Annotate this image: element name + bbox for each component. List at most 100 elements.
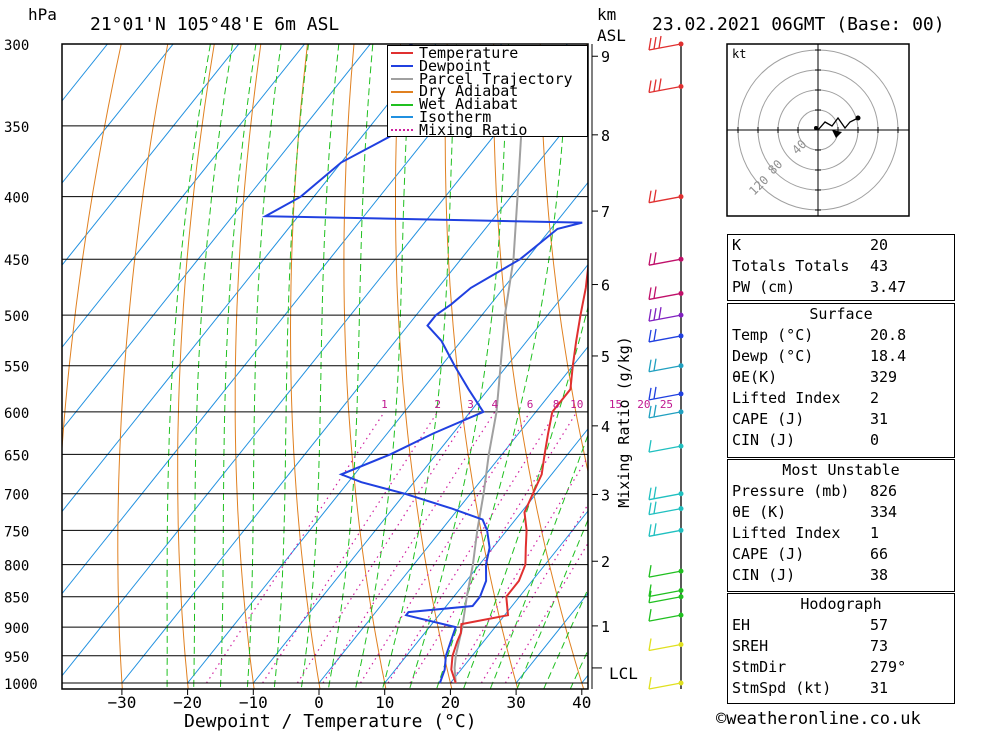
surface-value: 329 [870,368,898,386]
mixing-ratio-label: 1 [381,398,388,411]
hodograph-endpoint [855,115,861,121]
pressure-tick-label: 300 [4,38,29,54]
legend-swatch [391,77,413,80]
wet-adiabat-line [193,44,234,689]
mixing-ratio-line [322,411,496,684]
pressure-tick-label: 450 [4,253,29,269]
most-unstable-table: Most Unstable Pressure (mb) 826 θE (K) 334 L… [727,459,955,592]
wind-barb-flag [648,190,652,203]
hodograph-row: StmSpd (kt) 31 [728,678,954,699]
lcl-label: LCL [609,664,638,683]
hodograph-row: EH 57 [728,615,954,636]
wind-barb-flag [658,78,662,91]
pressure-tick-label: 700 [4,488,29,504]
wind-barb-flag [648,287,652,300]
wind-barb-flag [648,440,652,453]
surface-row: CAPE (J) 31 [728,409,954,430]
dry-adiabat-line [62,44,122,456]
isotherm-line [252,263,588,684]
hodograph-title: Hodograph [800,595,882,613]
wind-barb-flag [648,37,652,51]
most_unstable-label: θE (K) [732,503,787,521]
wind-barb-flag [648,309,652,322]
wind-barb-flag [653,79,657,92]
most_unstable-value: 66 [870,545,889,563]
isotherm-line [62,44,568,677]
wind-barb-flag [653,386,657,399]
km-tick-label: 8 [601,127,610,145]
temp-tick-label: 30 [506,693,525,712]
parcel-trajectory-line [453,61,523,684]
pressure-tick-label: 900 [4,621,29,637]
wet-adiabat-line [219,44,257,689]
legend-entry: Parcel Trajectory [388,71,587,86]
wind-barb-shaft [648,682,682,690]
mixing-ratio-line [359,411,531,684]
wind-barb-shaft [648,614,682,622]
most_unstable-row: CAPE (J) 66 [728,544,954,565]
temp-tick-label: 0 [314,693,324,712]
block1-label: PW (cm) [732,278,796,296]
legend-entry: Mixing Ratio [388,122,587,137]
wind-barb-flag [653,252,657,265]
wind-barb-flag [653,328,657,342]
footer-credit[interactable]: ©weatheronline.co.uk [716,709,921,729]
km-tick-label: 3 [601,486,610,504]
wind-barb-flag [648,638,652,651]
isotherm-line [62,44,240,266]
dry-adiabat-line [234,44,262,689]
dry-adiabat-line [177,44,215,689]
temp-tick-label: −30 [107,693,136,712]
block1-value: 3.47 [870,278,907,296]
legend-entry: Wet Adiabat [388,95,587,114]
pressure-tick-label: 600 [4,406,29,422]
hodograph-value: 57 [870,616,889,634]
wet-adiabat-line [381,44,458,689]
surface-value: 20.8 [870,326,907,344]
legend-label: Dry Adiabat [419,82,519,101]
mixing-ratio-label: 6 [527,398,534,411]
wind-barb-flag [648,502,652,515]
mixing-ratio-label: 8 [553,398,560,411]
legend-entry: Isotherm [388,107,587,126]
dry-adiabat-line [997,7,1000,709]
mixing-ratio-line [262,411,439,684]
legend-label: Wet Adiabat [419,95,519,114]
legend-label: Isotherm [419,107,492,126]
dry-adiabat-line [492,44,585,689]
wind-barb-flag [653,404,657,417]
temp-tick-label: 10 [375,693,394,712]
surface-value: 31 [870,410,889,428]
isotherm-line [318,345,588,684]
dry-adiabats [62,7,1000,709]
wet-adiabat-line [436,44,570,689]
hodograph-table: Hodograph EH 57 SREH 73 StmDir 279° StmSpd (kt… [727,593,955,704]
temp-tick-label: 40 [572,693,591,712]
wind-barbs [648,35,684,690]
legend-label: Dewpoint [419,56,492,75]
most_unstable-row: Pressure (mb) 826 [728,481,954,502]
wind-barb-flag [648,405,652,418]
pressure-tick-label: 1000 [4,677,38,693]
wind-barb-shaft [648,589,682,598]
dry-adiabat-line [444,44,519,689]
hodograph-row: SREH 73 [728,636,954,657]
wind-barb-flag [648,329,652,343]
surface-label: Dewp (°C) [732,347,814,365]
mixing-ratio-line [504,542,588,684]
hodograph-startpoint [814,126,818,130]
surface-title: Surface [809,305,873,323]
wet-adiabat-line [300,44,340,689]
pressure-tick-label: 650 [4,448,29,464]
hodograph-value: 73 [870,637,889,655]
hodograph-row: StmDir 279° [728,657,954,678]
temperature-line-upper [620,44,660,118]
wind-barb-flag [653,308,657,321]
wind-barb-shaft [648,596,682,604]
surface-label: CAPE (J) [732,410,805,428]
most_unstable-value: 1 [870,524,880,542]
legend-label: Temperature [419,44,519,62]
block1-row: PW (cm) 3.47 [728,277,954,298]
legend-swatch [391,129,413,132]
most_unstable-row: CIN (J) 38 [728,565,954,586]
